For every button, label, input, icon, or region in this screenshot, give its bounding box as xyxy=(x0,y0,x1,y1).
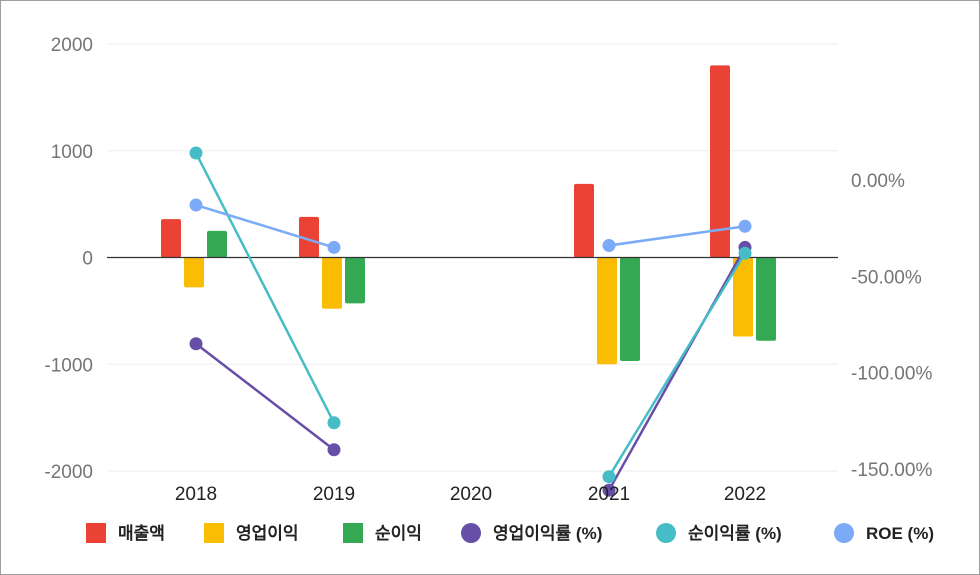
left-axis-tick: 1000 xyxy=(51,142,93,163)
right-axis-tick: -100.00% xyxy=(851,364,932,385)
series-point-3 xyxy=(189,198,203,212)
series-line-2 xyxy=(607,252,747,478)
legend-swatch xyxy=(86,523,106,543)
bar-2 xyxy=(322,257,342,309)
x-axis-tick: 2022 xyxy=(724,484,766,505)
legend-label: 매출액 xyxy=(118,524,165,543)
series-line-3 xyxy=(195,203,335,249)
series-point-2 xyxy=(738,246,752,260)
series-point-2 xyxy=(327,416,341,430)
bar-1 xyxy=(299,216,319,258)
series-point-2 xyxy=(602,470,616,484)
legend-label: 영업이익률 (%) xyxy=(493,524,602,543)
legend-label: ROE (%) xyxy=(866,524,934,543)
series-point-3 xyxy=(602,239,616,253)
series-line-1 xyxy=(607,246,747,491)
bar-1 xyxy=(710,65,730,258)
series-line-1 xyxy=(195,342,335,451)
legend-swatch xyxy=(656,523,676,543)
series-point-3 xyxy=(327,240,341,254)
series-point-3 xyxy=(738,219,752,233)
left-axis-tick: 2000 xyxy=(51,35,93,56)
x-axis-tick: 2021 xyxy=(588,484,630,505)
x-axis-tick: 2018 xyxy=(175,484,217,505)
series-line-3 xyxy=(608,225,746,247)
series-line-2 xyxy=(194,152,336,424)
series-point-1 xyxy=(189,337,203,351)
bar-2 xyxy=(184,257,204,288)
legend-label: 순이익률 (%) xyxy=(688,524,782,543)
bar-2 xyxy=(733,257,753,337)
bar-2 xyxy=(597,257,617,365)
series-point-1 xyxy=(327,443,341,457)
right-axis-tick: -150.00% xyxy=(851,460,932,481)
x-axis-tick: 2019 xyxy=(313,484,355,505)
left-axis-tick: 0 xyxy=(82,249,93,270)
left-axis-tick: -1000 xyxy=(44,355,93,376)
legend-label: 영업이익 xyxy=(236,524,299,543)
legend-swatch xyxy=(343,523,363,543)
bar-3 xyxy=(620,257,640,362)
series-point-2 xyxy=(189,146,203,160)
bar-1 xyxy=(574,183,594,258)
legend-label: 순이익 xyxy=(375,524,422,543)
left-axis-tick: -2000 xyxy=(44,462,93,483)
legend-swatch xyxy=(834,523,854,543)
x-axis-tick: 2020 xyxy=(450,484,492,505)
right-axis-tick: 0.00% xyxy=(851,171,905,192)
bar-3 xyxy=(345,257,365,304)
legend-swatch xyxy=(204,523,224,543)
series-point-1 xyxy=(602,483,616,497)
bar-1 xyxy=(161,219,181,258)
bar-3 xyxy=(756,257,776,341)
legend-swatch xyxy=(461,523,481,543)
right-axis-tick: -50.00% xyxy=(851,267,922,288)
bar-3 xyxy=(207,230,227,258)
